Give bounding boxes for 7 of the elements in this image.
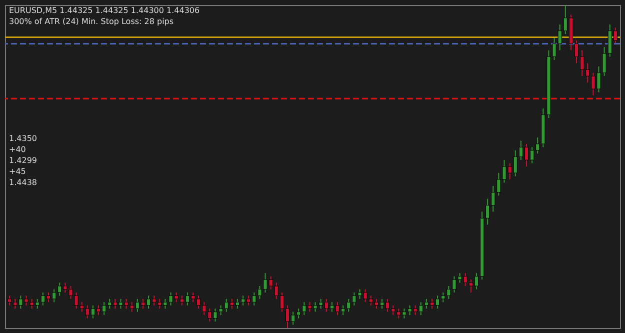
annotation: EURUSD,M5 1.44325 1.44325 1.44300 1.44306	[9, 6, 200, 15]
annotation: 300% of ATR (24) Min. Stop Loss: 28 pips	[9, 17, 174, 26]
annotation: 1.4438	[9, 178, 37, 187]
annotation: 1.4350	[9, 134, 37, 143]
annotation: 1.4299	[9, 156, 37, 165]
annotation: +40	[9, 145, 26, 154]
annotation: +45	[9, 167, 26, 176]
